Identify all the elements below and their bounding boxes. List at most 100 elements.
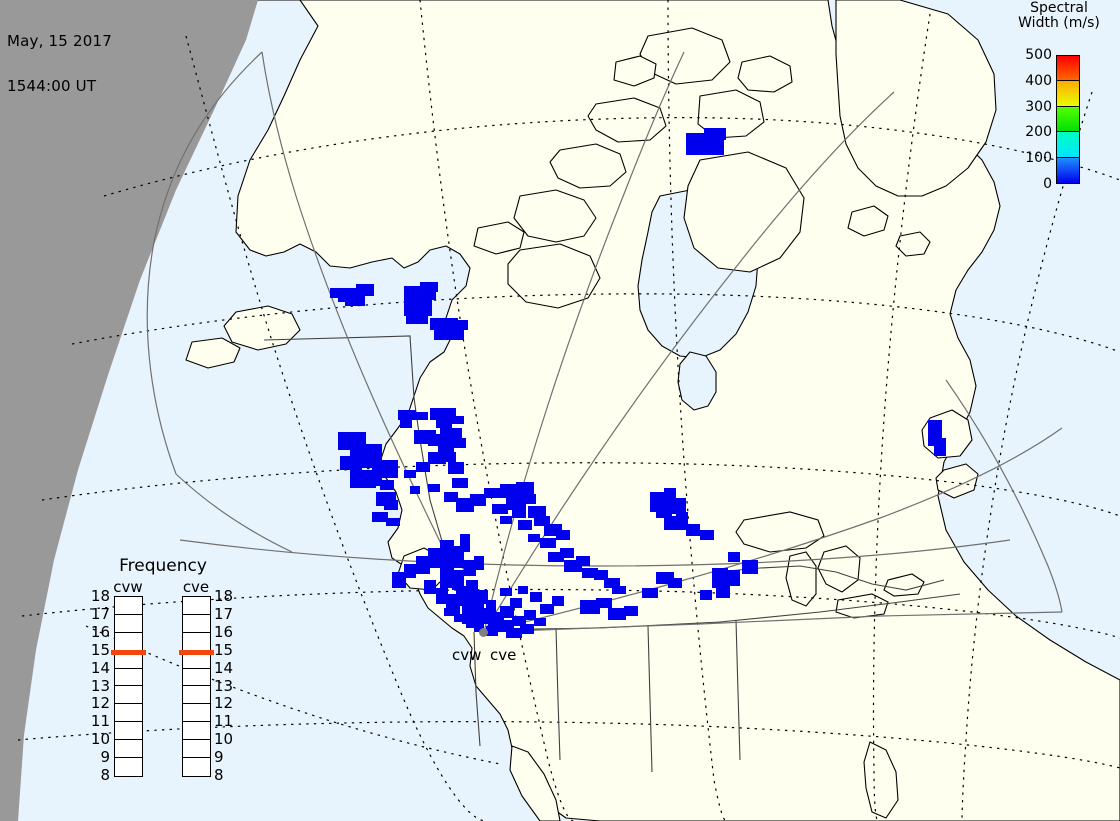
radar-echo-cell [676, 512, 688, 530]
radar-echo-cell [470, 494, 486, 506]
freq-axis-label-left-13: 13 [90, 676, 110, 695]
gauge-cell [115, 740, 142, 759]
radar-echo-cell [728, 552, 740, 562]
meridian-1 [185, 35, 487, 821]
colorbar-segment-1 [1057, 81, 1079, 107]
radar-echo-cell [560, 548, 574, 558]
freq-axis-label-right-15: 15 [214, 640, 234, 659]
radar-echo-cell [510, 598, 522, 608]
radar-echo-cell [500, 588, 512, 596]
colorbar-tick-200: 200 [1025, 124, 1052, 141]
frequency-gauge-cve[interactable] [179, 596, 214, 777]
freq-axis-label-right-11: 11 [214, 712, 234, 731]
radar-echo-cell [372, 512, 388, 522]
freq-axis-label-left-18: 18 [90, 587, 110, 605]
freq-axis-label-right-14: 14 [214, 658, 234, 677]
colorbar-segment-4 [1057, 157, 1079, 183]
gauge-cell [183, 740, 210, 759]
radar-echo-cell [416, 462, 430, 472]
freq-axis-label-left-8: 8 [100, 766, 110, 784]
radar-echo-cell [486, 626, 498, 636]
radar-echo-cell [716, 586, 730, 598]
colorbar-title-line2: Width (m/s) [1018, 15, 1100, 31]
radar-echo-cell [400, 420, 412, 428]
time-text: 1544:00 UT [7, 77, 97, 95]
radar-echo-cell [434, 330, 464, 340]
radar-echo-cell [404, 564, 416, 578]
baja-peninsula [509, 745, 561, 821]
usa-canada-border-lakes [717, 565, 945, 591]
radar-echo-cell [934, 438, 946, 456]
radar-echo-cell [540, 538, 556, 548]
freq-axis-label-left-15: 15 [90, 640, 110, 659]
gauge-cell [115, 687, 142, 705]
radar-site-marker [479, 628, 488, 637]
radar-echo-cell [380, 480, 394, 490]
radar-echo-cell [534, 516, 550, 526]
freq-axis-label-right-8: 8 [214, 766, 224, 784]
fov-boundary-left-upper [175, 473, 293, 553]
colorbar-tick-500: 500 [1025, 47, 1052, 63]
freq-axis-label-left-11: 11 [90, 712, 110, 731]
radar-echo-cell [372, 460, 398, 478]
radar-echo-cell [668, 578, 682, 588]
radar-echo-cell [398, 410, 416, 420]
radar-echo-cell [460, 534, 470, 552]
gauge-cell [183, 633, 210, 651]
gauge-cell [115, 704, 142, 723]
gauge-cell [183, 722, 210, 741]
radar-echo-cell [742, 560, 758, 574]
radar-echo-cell [444, 608, 454, 616]
colorbar-tick-0: 0 [1043, 176, 1052, 192]
radar-echo-cell [704, 128, 726, 140]
radar-echo-cell [594, 570, 608, 580]
greenland-landmass [835, 0, 997, 197]
radar-echo-cell [444, 492, 458, 502]
freq-axis-label-right-10: 10 [214, 730, 234, 749]
radar-echo-cell [424, 580, 436, 594]
gauge-cell [115, 758, 142, 776]
fov-outer-arc [146, 51, 263, 475]
gauge-cell [115, 651, 142, 669]
radar-echo-cell [530, 592, 542, 602]
arctic-island-g [737, 55, 793, 93]
frequency-marker-cve [179, 650, 214, 656]
radar-echo-layer [330, 128, 946, 638]
freq-axis-label-left-9: 9 [100, 748, 110, 767]
gauge-cell [183, 687, 210, 705]
freq-axis-label-right-17: 17 [214, 604, 234, 623]
meridian-5 [961, 91, 1093, 821]
radar-echo-cell [556, 530, 570, 540]
small-island-2 [895, 231, 931, 257]
radar-echo-cell [428, 548, 440, 568]
radar-echo-cell [428, 484, 440, 492]
radar-echo-cell [528, 506, 546, 518]
radar-echo-cell [520, 494, 536, 504]
gauge-cell [183, 615, 210, 633]
state-border-b [647, 625, 653, 773]
parallel-3 [41, 462, 1120, 517]
radar-echo-cell [478, 590, 488, 604]
baffin-island [683, 151, 805, 273]
radar-echo-cell [416, 556, 430, 574]
radar-echo-cell [548, 552, 564, 562]
radar-echo-cell [466, 580, 478, 596]
gauge-cell [183, 597, 210, 615]
radar-echo-cell [518, 586, 528, 594]
radar-echo-cell [474, 556, 484, 570]
arctic-island-f [473, 221, 525, 255]
small-island-1 [847, 205, 889, 237]
state-border-d [473, 631, 481, 747]
gauge-cell [115, 722, 142, 741]
radar-echo-cell [540, 604, 554, 614]
fov-arc-mid [179, 539, 1011, 567]
radar-echo-cell [436, 588, 448, 604]
radar-echo-cell [612, 586, 626, 594]
radar-echo-cell [362, 444, 382, 456]
radar-echo-cell [476, 608, 488, 624]
gauge-cell [183, 704, 210, 723]
frequency-gauge-cvw[interactable] [111, 596, 146, 777]
radar-echo-cell [604, 578, 620, 588]
